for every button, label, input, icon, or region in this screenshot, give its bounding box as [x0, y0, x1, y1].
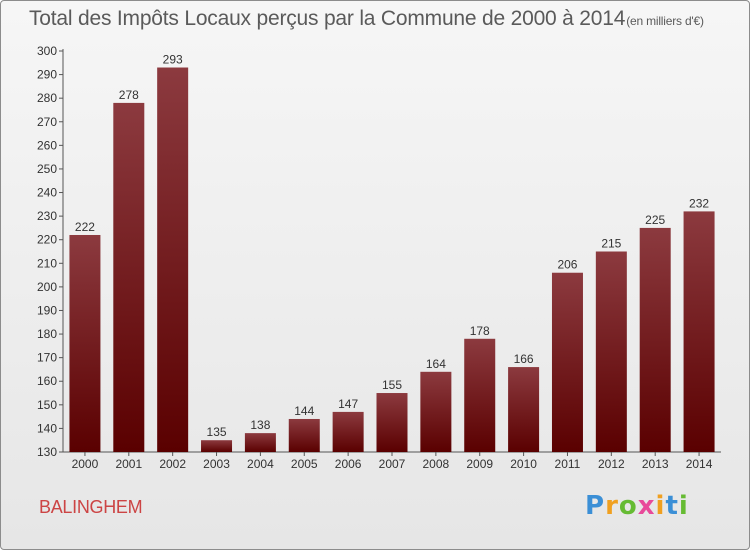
bar-2010	[508, 367, 540, 452]
value-label-2011: 206	[557, 258, 577, 272]
bar-2003	[201, 440, 233, 452]
x-tick-label-2000: 2000	[72, 457, 99, 471]
y-tick-label: 280	[37, 91, 57, 105]
value-label-2001: 278	[119, 88, 139, 102]
value-label-2003: 135	[207, 425, 227, 439]
bar-2012	[595, 251, 627, 452]
chart-title: Total des Impôts Locaux perçus par la Co…	[29, 7, 704, 31]
x-tick-label-2014: 2014	[686, 457, 713, 471]
logo-letter: o	[618, 491, 638, 521]
value-label-2008: 164	[426, 357, 446, 371]
x-tick-label-2013: 2013	[642, 457, 669, 471]
y-tick-label: 160	[37, 374, 57, 388]
x-tick-label-2005: 2005	[291, 457, 318, 471]
logo-letter: P	[585, 491, 606, 521]
logo-letter: i	[655, 491, 666, 521]
y-tick-label: 220	[37, 233, 57, 247]
bar-2000	[69, 234, 101, 452]
bar-2009	[464, 338, 496, 452]
y-tick-label: 290	[37, 68, 57, 82]
value-label-2012: 215	[601, 237, 621, 251]
bar-2005	[288, 418, 320, 452]
value-label-2007: 155	[382, 378, 402, 392]
y-tick-label: 180	[37, 327, 57, 341]
y-tick-label: 200	[37, 280, 57, 294]
x-tick-label-2001: 2001	[115, 457, 142, 471]
x-tick-label-2006: 2006	[335, 457, 362, 471]
value-label-2000: 222	[75, 220, 95, 234]
y-tick-label: 240	[37, 186, 57, 200]
logo-letter: i	[678, 491, 689, 521]
x-tick-label-2009: 2009	[466, 457, 493, 471]
logo-letter: r	[605, 491, 619, 521]
bar-2011	[551, 272, 583, 452]
logo-letter: x	[637, 491, 656, 521]
bar-2008	[420, 371, 452, 452]
y-tick-label: 260	[37, 138, 57, 152]
y-tick-label: 300	[37, 44, 57, 58]
x-tick-label-2011: 2011	[555, 457, 581, 471]
x-tick-label-2003: 2003	[203, 457, 230, 471]
value-label-2004: 138	[250, 418, 270, 432]
x-tick-label-2004: 2004	[247, 457, 274, 471]
y-tick-label: 250	[37, 162, 57, 176]
bar-2001	[113, 102, 145, 453]
bar-2004	[244, 433, 276, 452]
x-tick-label-2012: 2012	[598, 457, 625, 471]
value-label-2002: 293	[163, 53, 183, 67]
proxiti-logo: Proxiti	[585, 491, 689, 521]
bar-2007	[376, 393, 408, 452]
y-tick-label: 270	[37, 115, 57, 129]
y-tick-label: 140	[37, 421, 57, 435]
bar-2002	[157, 67, 189, 452]
value-label-2006: 147	[338, 397, 358, 411]
y-tick-label: 150	[37, 398, 57, 412]
commune-name: BALINGHEM	[39, 497, 143, 517]
bar-2006	[332, 411, 364, 452]
value-label-2009: 178	[470, 324, 490, 338]
value-label-2010: 166	[514, 352, 534, 366]
x-tick-label-2007: 2007	[379, 457, 406, 471]
bar-2013	[639, 227, 671, 452]
chart-unit-label: (en milliers d'€)	[626, 14, 704, 28]
y-tick-label: 230	[37, 209, 57, 223]
chart-title-text: Total des Impôts Locaux perçus par la Co…	[29, 7, 626, 30]
y-tick-label: 170	[37, 351, 57, 365]
y-tick-label: 210	[37, 256, 57, 270]
value-label-2014: 232	[689, 196, 709, 210]
x-tick-label-2002: 2002	[159, 457, 186, 471]
y-tick-label: 130	[37, 445, 57, 459]
x-tick-label-2010: 2010	[510, 457, 537, 471]
logo-letter: t	[665, 491, 679, 521]
value-label-2005: 144	[294, 404, 314, 418]
y-tick-label: 190	[37, 303, 57, 317]
bar-2014	[683, 211, 715, 452]
x-tick-label-2008: 2008	[423, 457, 450, 471]
value-label-2013: 225	[645, 213, 665, 227]
